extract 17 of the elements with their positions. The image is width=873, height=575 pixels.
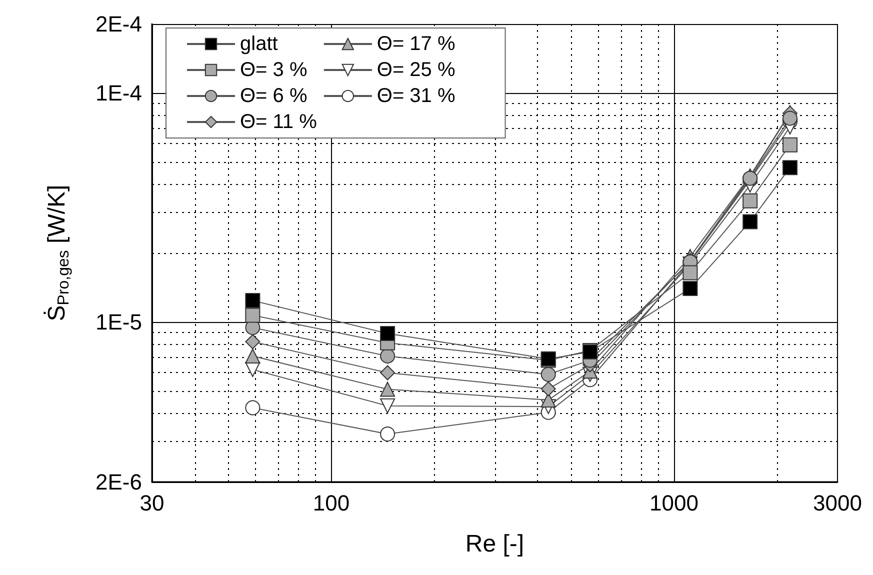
- x-tick-label: 1000: [650, 490, 698, 516]
- x-tick-label: 3000: [813, 490, 862, 516]
- x-tick-label: 30: [140, 490, 164, 516]
- legend-label: Θ= 31 %: [376, 85, 456, 107]
- y-axis-title: ṠPro,ges [W/K]: [44, 184, 72, 322]
- x-axis-title: Re [-]: [465, 530, 524, 558]
- y-tick-label: 2E-4: [96, 12, 142, 36]
- legend-label: Θ= 25 %: [376, 59, 456, 81]
- y-tick-label: 1E-5: [96, 309, 142, 334]
- legend-label: Θ= 6 %: [240, 85, 308, 107]
- legend-label: Θ= 17 %: [376, 33, 456, 55]
- legend-label: Θ= 11 %: [240, 111, 318, 133]
- legend-label: glatt: [240, 33, 278, 55]
- legend-label: Θ= 3 %: [240, 59, 308, 81]
- y-tick-label: 2E-6: [96, 470, 142, 494]
- y-tick-label: 1E-4: [96, 80, 142, 106]
- x-tick-label: 100: [312, 490, 350, 516]
